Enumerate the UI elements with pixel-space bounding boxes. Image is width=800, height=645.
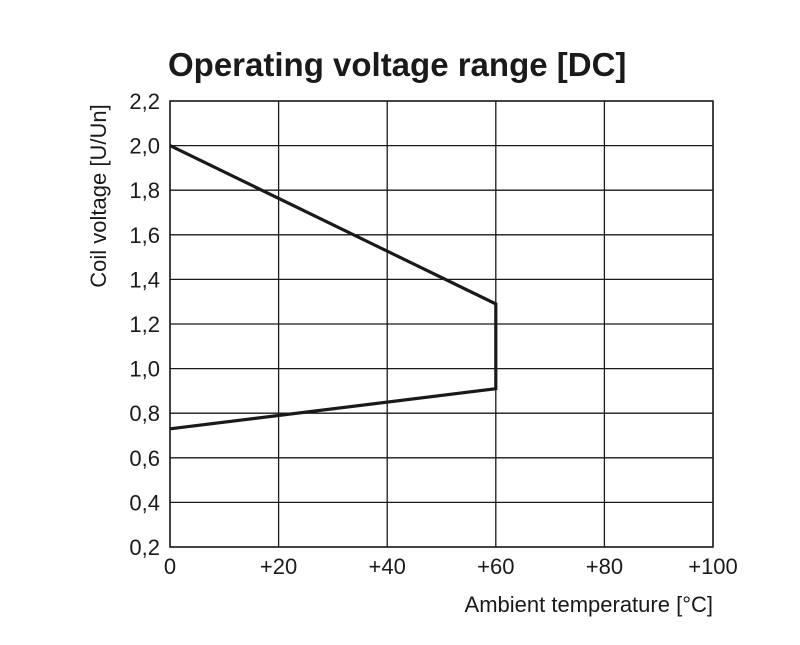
x-tick-label: +60 (477, 554, 514, 579)
y-tick-label: 0,4 (129, 490, 160, 515)
x-tick-label: 0 (164, 554, 176, 579)
y-tick-label: 1,4 (129, 267, 160, 292)
y-tick-label: 1,0 (129, 357, 160, 382)
x-tick-labels: 0 +20 +40 +60 +80 +100 (164, 554, 738, 579)
series-layer (169, 144, 498, 431)
y-axis-label: Coil voltage [U/Un] (86, 104, 111, 287)
y-tick-label: 0,8 (129, 401, 160, 426)
plot-frame (169, 100, 714, 548)
y-tick-label: 0,2 (129, 535, 160, 560)
y-tick-label: 1,8 (129, 178, 160, 203)
x-tick-label: +20 (260, 554, 297, 579)
y-tick-labels: 0,2 0,4 0,6 0,8 1,0 1,2 1,4 1,6 1,8 2,0 2,2 (129, 89, 160, 560)
y-tick-label: 0,6 (129, 446, 160, 471)
y-tick-label: 2,2 (129, 89, 160, 114)
chart-title: Operating voltage range [DC] (168, 46, 626, 83)
y-tick-label: 1,2 (129, 312, 160, 337)
x-tick-label: +100 (688, 554, 738, 579)
x-tick-label: +80 (586, 554, 623, 579)
y-tick-label: 1,6 (129, 223, 160, 248)
grid (169, 100, 714, 548)
x-axis-label: Ambient temperature [°C] (465, 592, 713, 617)
x-tick-label: +40 (369, 554, 406, 579)
operating-range-line (169, 144, 498, 431)
y-tick-label: 2,0 (129, 134, 160, 159)
